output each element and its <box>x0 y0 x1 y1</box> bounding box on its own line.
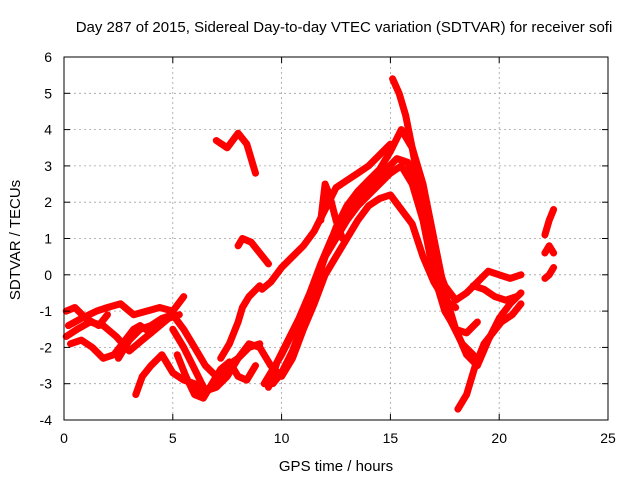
x-axis-label: GPS time / hours <box>279 458 393 475</box>
series-7-trace <box>169 325 264 395</box>
y-tick-label: 2 <box>44 194 52 210</box>
series-19-trace <box>454 300 525 413</box>
x-tick-label: 10 <box>274 430 290 446</box>
series-2-trace <box>64 293 188 330</box>
y-tick-label: 4 <box>44 122 52 138</box>
series-10-trace <box>217 282 264 362</box>
series-8-trace <box>173 351 259 402</box>
axis-ticks: 0 5 10 15 20 25 -4 -3 -2 -1 0 1 2 3 4 5 6 <box>40 49 616 446</box>
y-axis-label: SDTVAR / TECUs <box>7 180 24 300</box>
y-tick-label: 0 <box>44 267 52 283</box>
x-tick-label: 25 <box>600 430 616 446</box>
series-20-trace <box>469 282 521 304</box>
series-14-trace <box>265 155 477 391</box>
chart-title: Day 287 of 2015, Sidereal Day-to-day VTE… <box>76 19 613 36</box>
plot-area <box>62 75 558 413</box>
y-tick-label: -1 <box>40 303 53 319</box>
y-tick-label: 3 <box>44 158 52 174</box>
y-tick-label: -4 <box>40 412 53 428</box>
x-tick-label: 15 <box>383 430 399 446</box>
series-17-trace <box>317 180 346 242</box>
y-tick-label: 1 <box>44 231 52 247</box>
series-9-trace <box>212 129 259 177</box>
series-22-trace <box>541 242 558 257</box>
x-tick-label: 0 <box>60 430 68 446</box>
series-21-trace <box>541 206 558 239</box>
y-tick-label: -3 <box>40 376 53 392</box>
series-18-trace <box>389 75 525 304</box>
x-tick-label: 5 <box>169 430 177 446</box>
series-11-trace <box>234 235 272 268</box>
y-tick-label: -2 <box>40 339 53 355</box>
series-23-trace <box>541 264 558 282</box>
y-tick-label: 6 <box>44 49 52 65</box>
y-tick-label: 5 <box>44 85 52 101</box>
x-tick-label: 20 <box>491 430 507 446</box>
